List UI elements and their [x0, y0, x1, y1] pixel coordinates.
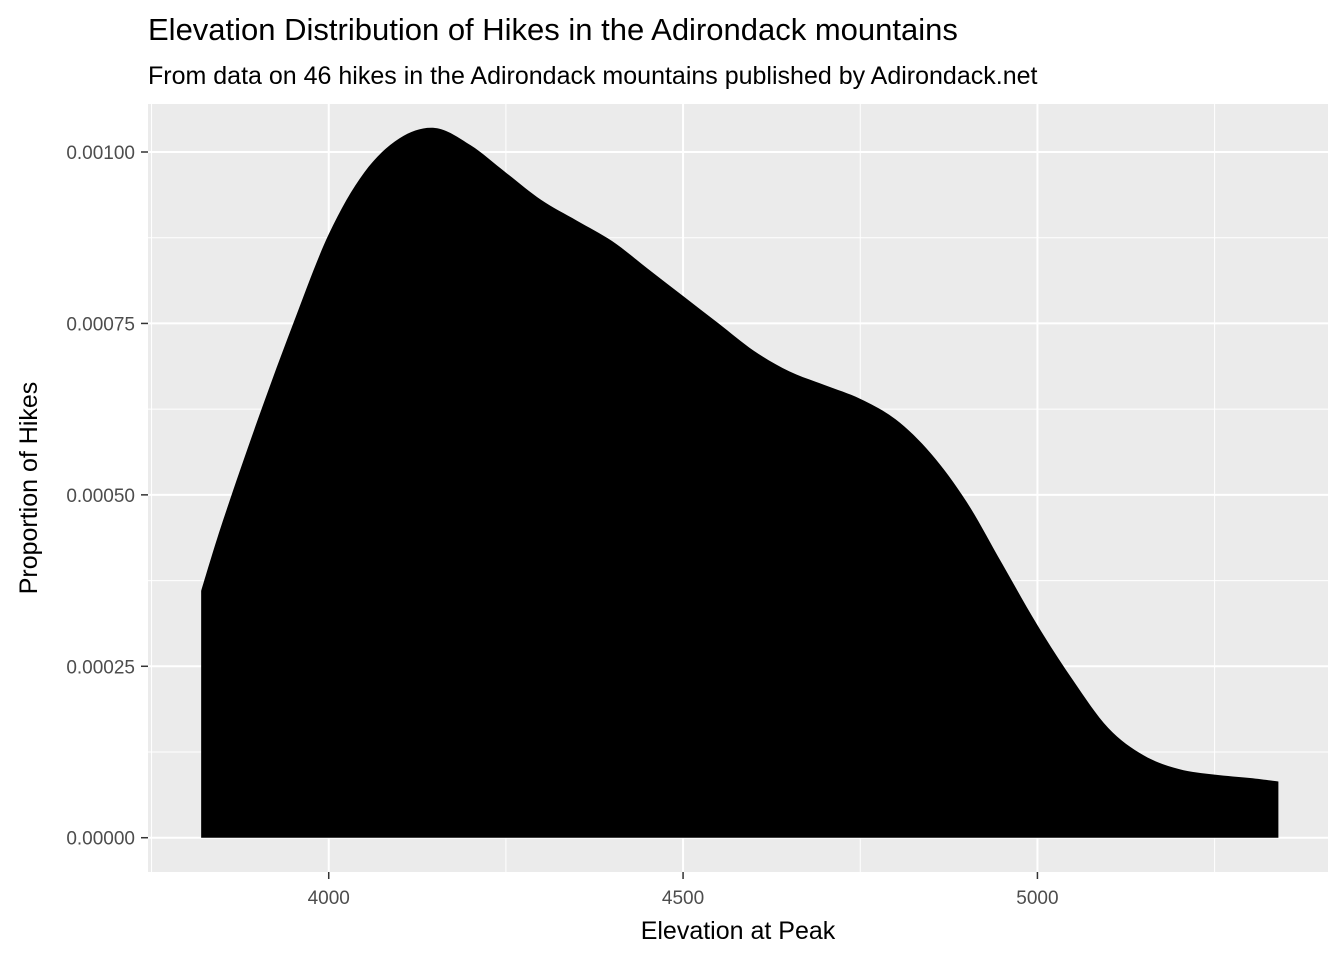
- x-tick-label: 4500: [662, 888, 704, 909]
- x-tick-label: 5000: [1016, 888, 1058, 909]
- y-tick-label: 0.00075: [66, 314, 135, 335]
- x-tick-label: 4000: [308, 888, 350, 909]
- density-area: [201, 127, 1279, 838]
- x-axis: 4000 4500 5000: [308, 872, 1059, 909]
- chart-title: Elevation Distribution of Hikes in the A…: [148, 12, 958, 47]
- x-axis-title: Elevation at Peak: [641, 917, 836, 945]
- y-tick-label: 0.00050: [66, 486, 135, 507]
- y-tick-label: 0.00100: [66, 143, 135, 164]
- y-tick-label: 0.00025: [66, 657, 135, 678]
- y-axis: 0.00000 0.00025 0.00050 0.00075 0.00100: [66, 143, 148, 850]
- y-tick-label: 0.00000: [66, 829, 135, 850]
- chart-subtitle: From data on 46 hikes in the Adirondack …: [148, 62, 1037, 90]
- y-axis-title: Proportion of Hikes: [15, 382, 43, 595]
